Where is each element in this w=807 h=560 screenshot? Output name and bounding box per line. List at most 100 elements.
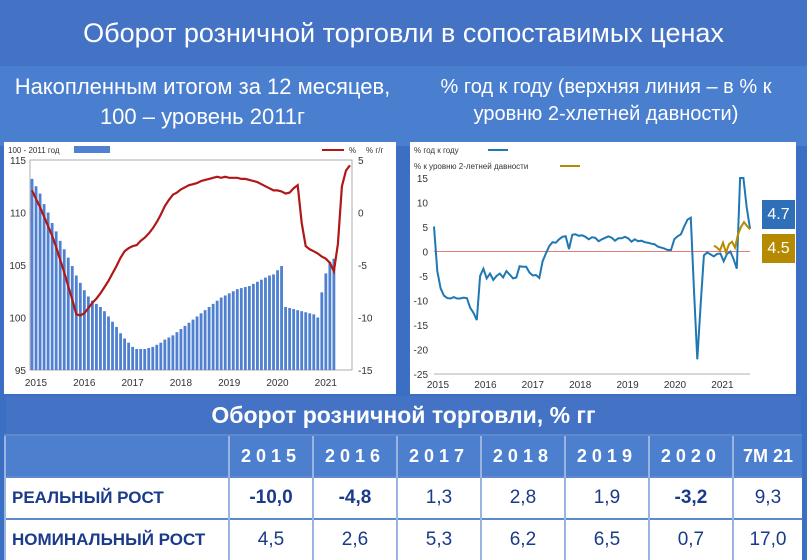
table-cell: 2,8: [479, 476, 565, 519]
index-bar: [227, 293, 231, 370]
index-bar: [127, 342, 131, 370]
y-axis-tick-label: -15: [414, 321, 429, 332]
table-cell: 6,2: [479, 518, 565, 560]
right-axis-tick-label: -15: [358, 366, 373, 377]
x-axis-tick-label: 2021: [315, 378, 338, 389]
index-bar: [296, 310, 300, 370]
year-cell: 2017: [395, 434, 481, 477]
two-year-series-line: [713, 220, 751, 256]
index-bar: [86, 296, 90, 370]
index-bar: [203, 310, 207, 370]
year-cell: 2020: [647, 434, 733, 477]
y-axis-tick-label: 0: [422, 248, 428, 259]
index-bar: [42, 204, 46, 370]
legend-label-two-year: % к уровню 2-летней давности: [414, 162, 528, 171]
left-chart-subtitle: Накопленным итогом за 12 месяцев, 100 – …: [0, 66, 405, 146]
index-bar: [50, 223, 54, 370]
table-cell: 4,5: [228, 518, 313, 560]
table-cell: 17,0: [731, 518, 802, 560]
right-axis-tick-label: -10: [358, 314, 373, 325]
legend-label-yoy-unit: % г/г: [366, 146, 383, 155]
plot-frame: [29, 159, 353, 371]
table-cell: -4,8: [311, 476, 397, 519]
index-bar: [54, 231, 58, 370]
right-axis-tick-label: 5: [358, 156, 364, 167]
legend-swatch-bar: [74, 146, 110, 153]
x-axis-tick-label: 2016: [474, 380, 497, 391]
index-bar: [107, 316, 110, 370]
left-axis-tick-label: 95: [15, 366, 27, 377]
table-cell: 1,3: [395, 476, 481, 519]
x-axis-tick-label: 2020: [664, 380, 687, 391]
index-bar: [163, 339, 167, 370]
index-bar: [308, 313, 312, 370]
x-axis-tick-label: 2018: [170, 378, 193, 389]
table-cell: 2,6: [311, 518, 397, 560]
year-cell: 2015: [228, 434, 313, 477]
index-bar: [78, 282, 82, 370]
x-axis-tick-label: 2015: [25, 378, 48, 389]
left-axis-tick-label: 110: [10, 209, 26, 220]
table-cell: 1,9: [563, 476, 649, 519]
index-bar: [179, 329, 183, 370]
index-bar: [103, 311, 106, 370]
index-bar: [300, 311, 304, 370]
year-cell: 2019: [563, 434, 649, 477]
index-bar: [62, 249, 66, 370]
table-cell: 0,7: [647, 518, 733, 560]
table-cell: 6,5: [563, 518, 649, 560]
x-axis-tick-label: 2019: [616, 380, 639, 391]
index-bar: [38, 193, 42, 370]
index-bar: [272, 274, 275, 370]
header-empty-cell: [4, 434, 229, 477]
year-cell: 2018: [479, 434, 565, 477]
index-bar: [276, 270, 279, 370]
page-title: Оборот розничной торговли в сопоставимых…: [0, 0, 807, 66]
index-bar: [251, 283, 255, 370]
index-bar: [155, 344, 159, 370]
right-axis-tick-label: -5: [358, 261, 367, 272]
index-bar: [328, 261, 332, 370]
year-cell: 7М 21: [731, 434, 802, 477]
index-bar: [292, 309, 296, 370]
index-bar: [316, 317, 320, 370]
retail-table: 2015 2016 2017 2018 2019 2020 7М 21 РЕАЛ…: [4, 434, 802, 560]
table-title: Оборот розничной торговли, % гг: [6, 396, 801, 434]
index-bar: [99, 307, 102, 370]
index-bar: [123, 338, 126, 370]
index-bar: [143, 349, 147, 370]
index-bar: [167, 337, 171, 370]
index-bar: [151, 346, 155, 370]
index-bar: [332, 258, 336, 370]
x-axis-tick-label: 2020: [266, 378, 289, 389]
right-axis-tick-label: 0: [358, 209, 364, 220]
index-bar: [264, 277, 267, 370]
index-bar: [95, 303, 98, 370]
x-axis-tick-label: 2018: [569, 380, 592, 391]
right-chart-panel: 15 10 5 0 -5 -10 -15 -20 -25 2015 2016 2017 2018 2019…: [410, 142, 796, 394]
table-row: РЕАЛЬНЫЙ РОСТ -10,0 -4,8 1,3 2,8 1,9 -3,…: [4, 476, 802, 519]
table-row: НОМИНАЛЬНЫЙ РОСТ 4,5 2,6 5,3 6,2 6,5 0,7…: [4, 518, 802, 560]
index-bar: [131, 346, 135, 370]
y-axis-tick-label: -5: [419, 272, 428, 283]
index-bar: [256, 281, 259, 370]
index-bar: [223, 295, 227, 370]
legend-label-yoy: % год к году: [414, 146, 459, 155]
x-axis-tick-label: 2017: [522, 380, 545, 391]
index-bar: [171, 335, 175, 370]
index-bar: [199, 313, 203, 370]
legend-label-index: 100 - 2011 год: [8, 146, 60, 155]
index-bar: [280, 266, 283, 370]
left-axis-tick-label: 105: [9, 261, 26, 272]
index-bar: [187, 322, 191, 370]
yoy-line: [31, 164, 351, 317]
index-bar: [147, 347, 151, 370]
index-bar: [175, 332, 179, 370]
y-axis-tick-label: 5: [422, 223, 428, 234]
legend-label-yoy: %: [349, 146, 356, 155]
index-bar: [284, 307, 287, 370]
index-bar: [90, 300, 94, 370]
index-bar: [288, 308, 292, 370]
x-axis-tick-label: 2016: [73, 378, 96, 389]
